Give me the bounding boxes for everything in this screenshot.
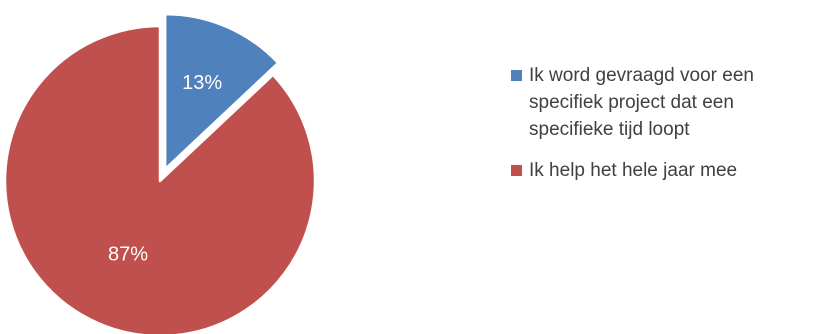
legend-item-whole-year: Ik help het hele jaar mee <box>511 157 816 184</box>
legend-swatch-project <box>511 70 522 81</box>
pie-slice-project <box>163 12 280 171</box>
chart-legend: Ik word gevraagd voor een specifiek proj… <box>511 62 816 184</box>
pie-slice-whole-year <box>3 24 317 334</box>
legend-swatch-whole-year <box>511 165 522 176</box>
legend-label-project: Ik word gevraagd voor een specifiek proj… <box>529 65 754 140</box>
data-label-whole-year: 87% <box>108 243 148 265</box>
legend-label-whole-year: Ik help het hele jaar mee <box>529 160 738 181</box>
data-label-project: 13% <box>182 72 222 94</box>
legend-item-project: Ik word gevraagd voor een specifiek proj… <box>511 62 816 143</box>
